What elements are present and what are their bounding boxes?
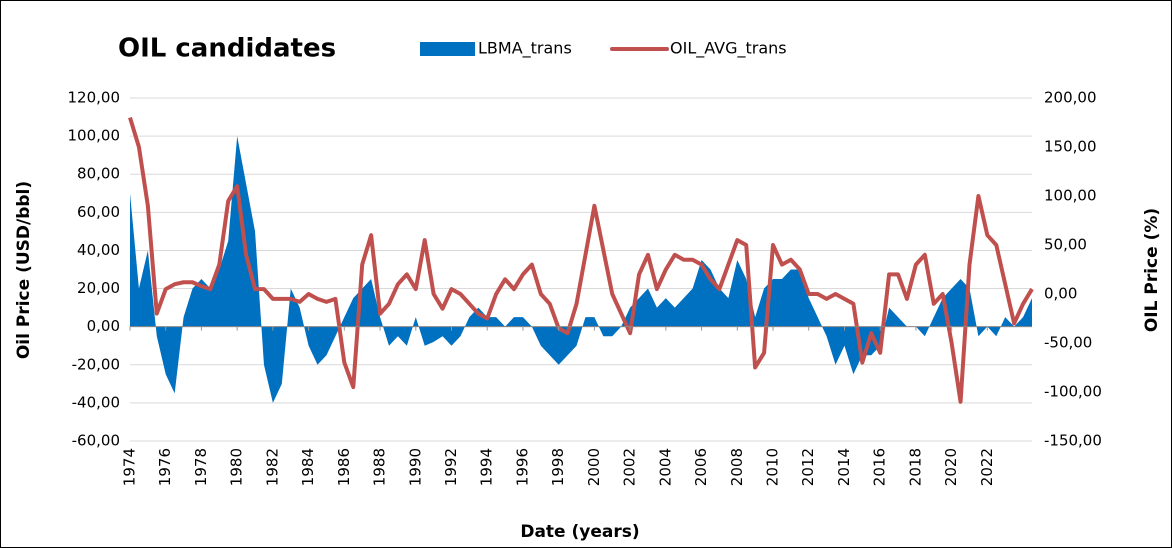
y2-tick-label: 150,00 <box>1044 138 1097 156</box>
x-tick-label: 1998 <box>549 448 567 486</box>
x-tick-label: 2012 <box>799 448 817 486</box>
x-tick-label: 2016 <box>871 448 889 486</box>
x-axis-title: Date (years) <box>520 522 639 542</box>
x-tick-label: 1976 <box>156 448 174 486</box>
y2-tick-label: 50,00 <box>1044 236 1087 254</box>
y-tick-label: -40,00 <box>72 393 120 411</box>
y-tick-label: 20,00 <box>77 279 120 297</box>
line <box>128 117 1034 404</box>
plot <box>128 117 1034 404</box>
y2-tick-label: -50,00 <box>1044 334 1092 352</box>
legend-label: OIL_AVG_trans <box>670 39 787 59</box>
y-tick-label: -60,00 <box>72 432 120 450</box>
axes: -60,00 -40,00 -20,00 0,00 20,00 40,00 60,00 80,… <box>68 89 1102 487</box>
x-tick-label: 1990 <box>406 448 424 486</box>
y-axis-title: Oil Price (USD/bbl) <box>14 181 34 359</box>
y-tick-label: -20,00 <box>72 355 120 373</box>
y-tick-label: 120,00 <box>68 89 121 107</box>
x-tick-label: 2020 <box>942 448 960 486</box>
x-tick-label: 1980 <box>228 448 246 486</box>
legend: LBMA_trans OIL_AVG_trans <box>420 39 787 59</box>
x-tick-label: 1996 <box>513 448 531 486</box>
y2-axis-title: OIL Price (%) <box>1142 208 1162 332</box>
y-tick-label: 60,00 <box>77 203 120 221</box>
y-tick-label: 100,00 <box>68 127 121 145</box>
y-tick-label: 40,00 <box>77 241 120 259</box>
legend-label: LBMA_trans <box>478 39 572 59</box>
legend-swatch <box>420 42 475 56</box>
x-tick-label: 1994 <box>478 448 496 486</box>
x-tick-label: 1992 <box>442 448 460 486</box>
x-tick-label: 2000 <box>585 448 603 486</box>
x-tick-label: 2022 <box>978 448 996 486</box>
chart-title: OIL candidates <box>118 34 336 64</box>
y-tick-label: 0,00 <box>87 317 120 335</box>
y2-tick-label: -100,00 <box>1044 383 1102 401</box>
x-tick-label: 2004 <box>656 448 674 486</box>
x-tick-label: 1978 <box>192 448 210 486</box>
x-tick-label: 1984 <box>299 448 317 486</box>
x-tick-label: 1988 <box>371 448 389 486</box>
x-tick-label: 2014 <box>835 448 853 486</box>
y2-tick-label: -150,00 <box>1044 432 1102 450</box>
x-tick-label: 2010 <box>764 448 782 486</box>
y-tick-label: 80,00 <box>77 165 120 183</box>
x-tick-label: 1974 <box>121 448 139 486</box>
y2-tick-label: 200,00 <box>1044 89 1097 107</box>
y2-tick-label: 100,00 <box>1044 187 1097 205</box>
x-tick-label: 2006 <box>692 448 710 486</box>
x-tick-label: 2002 <box>621 448 639 486</box>
y2-tick-label: 0,00 <box>1044 285 1077 303</box>
grid <box>130 97 1032 442</box>
x-tick-label: 2018 <box>906 448 924 486</box>
x-tick-label: 1982 <box>263 448 281 486</box>
x-tick-label: 2008 <box>728 448 746 486</box>
x-tick-label: 1986 <box>335 448 353 486</box>
